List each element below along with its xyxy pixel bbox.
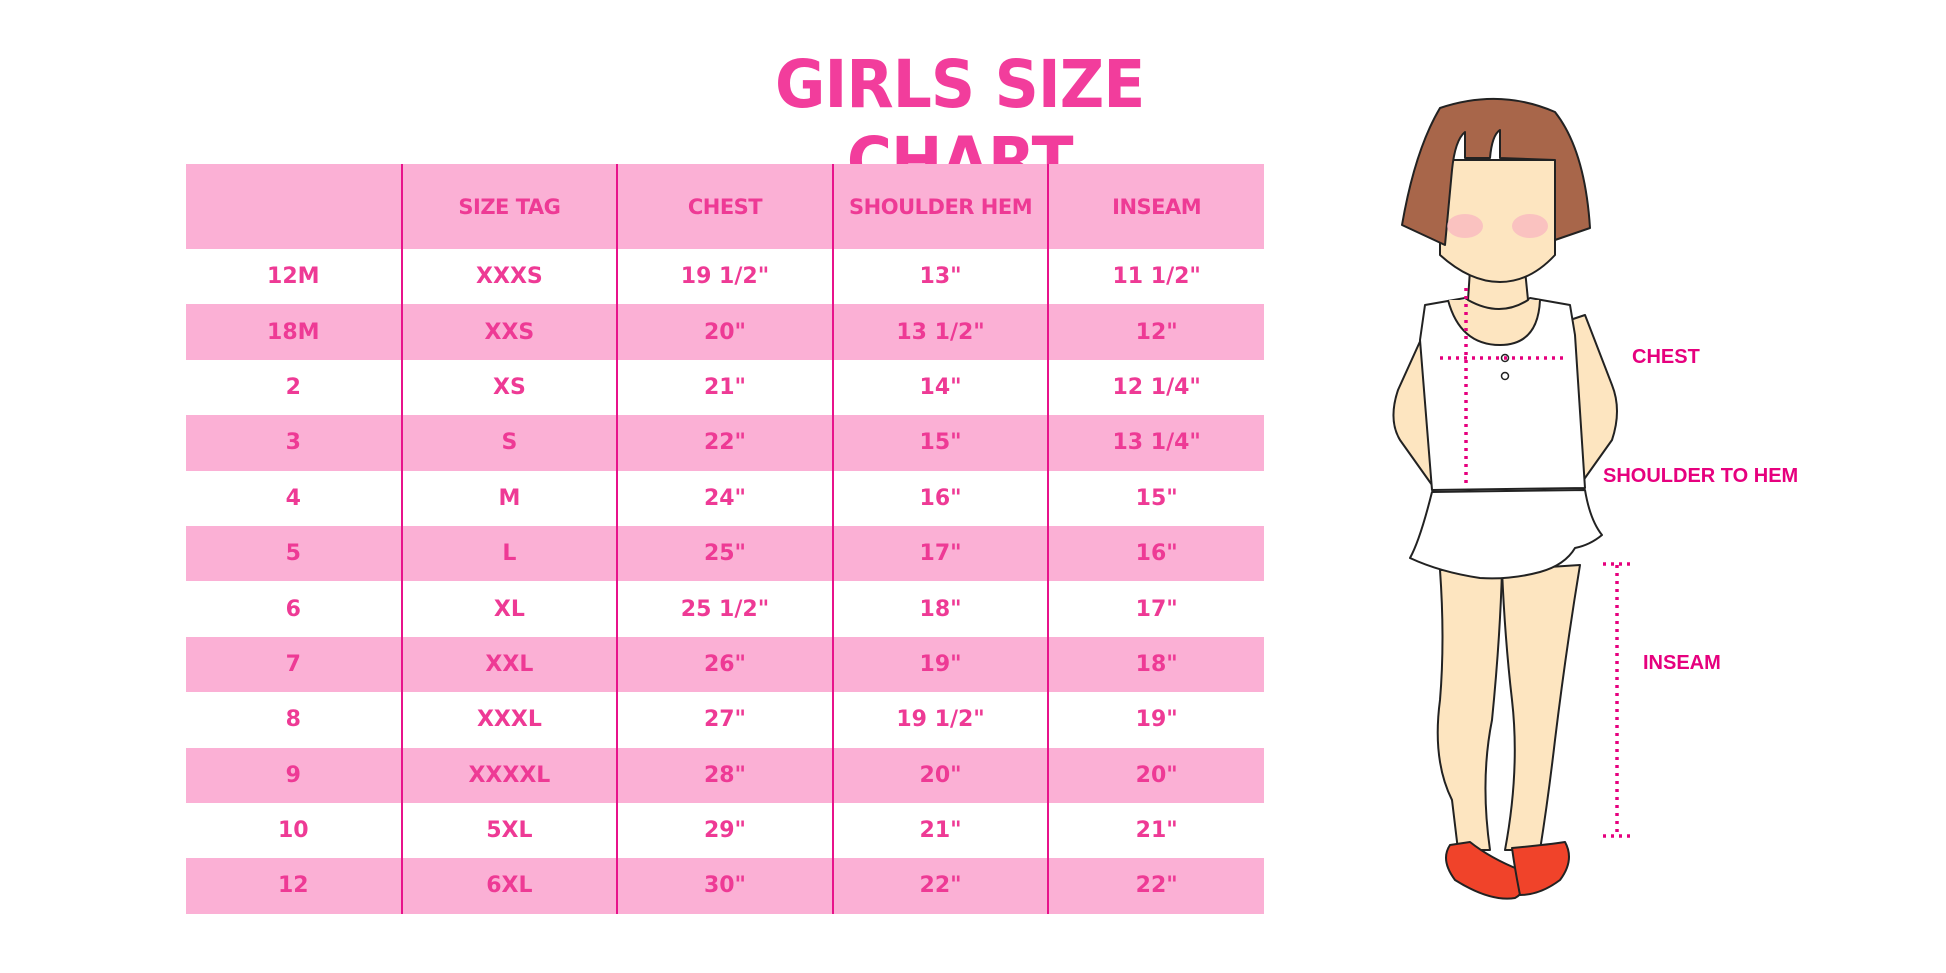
table-cell: 18" — [831, 581, 1049, 637]
table-row: 12 6XL 30" 22" 22" — [186, 858, 1264, 914]
left-cheek — [1447, 214, 1483, 238]
table-cell: 13 1/2" — [831, 304, 1049, 360]
table-cell: XXL — [400, 636, 618, 693]
table-cell: 6XL — [400, 858, 618, 914]
face — [1439, 159, 1556, 283]
table-cell: 9 — [186, 747, 402, 803]
table-cell: 25" — [616, 525, 833, 582]
table-cell: 21" — [616, 359, 833, 416]
table-cell: L — [400, 525, 618, 582]
column-header: INSEAM — [1047, 164, 1264, 249]
table-cell: 28" — [616, 747, 833, 803]
table-row: 4 M 24" 16" 15" — [186, 470, 1264, 526]
table-cell: 19" — [1047, 692, 1264, 748]
table-cell: 3 — [186, 415, 402, 471]
table-cell: 30" — [616, 858, 833, 914]
column-header: SIZE TAG — [400, 164, 618, 249]
inseam-label: INSEAM — [1643, 652, 1721, 674]
page-title: GIRLS SIZE CHART — [775, 46, 1145, 200]
table-cell: 15" — [831, 415, 1049, 471]
table-cell: 15" — [1047, 470, 1264, 526]
chest-label: CHEST — [1632, 346, 1700, 368]
table-cell: 2 — [285, 374, 301, 400]
table-row: 9 XXXXL 28" 20" 20" — [186, 747, 1264, 803]
column-header: SHOULDER HEM — [831, 164, 1049, 249]
table-cell: 20" — [831, 747, 1049, 803]
table-cell: 19 1/2" — [831, 692, 1049, 748]
table-row: 3 S 22" 15" 13 1/4" — [186, 415, 1264, 471]
table-cell: 5 — [186, 525, 402, 582]
table-cell: 22" — [1047, 858, 1264, 914]
shoulder-to-hem-label: SHOULDER TO HEM — [1603, 465, 1799, 487]
table-cell: 20" — [1047, 747, 1264, 803]
table-cell: XL — [400, 581, 618, 637]
table-cell: XS — [400, 359, 618, 416]
table-cell: XXXS — [400, 249, 618, 305]
table-cell: 17" — [831, 525, 1049, 582]
hair — [1401, 97, 1591, 246]
table-cell: 16" — [1047, 525, 1264, 582]
right-cheek — [1512, 214, 1548, 238]
table-cell: 13 1/4" — [1047, 415, 1264, 471]
table-cell: 12M — [267, 264, 320, 290]
table-cell: 29" — [616, 802, 833, 859]
table-cell: 11 1/2" — [1047, 249, 1264, 305]
table-cell: 16" — [831, 470, 1049, 526]
button — [1500, 371, 1510, 381]
table-cell: 7 — [186, 636, 402, 693]
table-cell: 12 1/4" — [1047, 359, 1264, 416]
table-cell: 25 1/2" — [616, 581, 833, 637]
column-header — [186, 164, 402, 249]
table-cell: 22" — [616, 415, 833, 471]
table-cell: 22" — [831, 858, 1049, 914]
table-cell: 21" — [1047, 802, 1264, 859]
table-cell: 19" — [831, 636, 1049, 693]
table-cell: 5XL — [400, 802, 618, 859]
table-cell: 8 — [285, 707, 301, 733]
right-leg — [1501, 564, 1581, 851]
table-row: 12M XXXS 19 1/2" 13" 11 1/2" — [186, 249, 1264, 305]
table-cell: 26" — [616, 636, 833, 693]
table-cell: 27" — [616, 692, 833, 748]
table-row: 8 XXXL 27" 19 1/2" 19" — [186, 692, 1264, 748]
table-row: 10 5XL 29" 21" 21" — [186, 802, 1264, 859]
table-cell: 20" — [616, 304, 833, 360]
table-row: 6 XL 25 1/2" 18" 17" — [186, 581, 1264, 637]
table-cell: XXXL — [400, 692, 618, 748]
table-cell: M — [400, 470, 618, 526]
table-cell: 4 — [285, 485, 301, 511]
table-cell: 19 1/2" — [616, 249, 833, 305]
skirt-ruffle — [1409, 489, 1603, 580]
table-cell: XXS — [400, 304, 618, 360]
table-cell: 21" — [831, 802, 1049, 859]
table-cell: 12 — [186, 858, 402, 914]
neckline — [1447, 299, 1541, 346]
table-row: 2 XS 21" 14" 12 1/4" — [186, 359, 1264, 416]
table-cell: 12" — [1047, 304, 1264, 360]
left-leg — [1436, 569, 1503, 851]
table-cell: XXXXL — [400, 747, 618, 803]
table-cell: 24" — [616, 470, 833, 526]
table-cell: 14" — [831, 359, 1049, 416]
table-cell: 6 — [285, 596, 301, 622]
table-cell: 17" — [1047, 581, 1264, 637]
table-cell: 18M — [186, 304, 402, 360]
column-header: CHEST — [616, 164, 833, 249]
left-shoe — [1445, 841, 1525, 900]
table-cell: 18" — [1047, 636, 1264, 693]
button — [1500, 353, 1510, 363]
table-row: 5 L 25" 17" 16" — [186, 525, 1264, 582]
table-cell: 13" — [831, 249, 1049, 305]
size-chart-table: SIZE TAG CHEST SHOULDER HEM INSEAM 12M XXXS 1… — [186, 164, 1264, 914]
table-row: 18M XXS 20" 13 1/2" 12" — [186, 304, 1264, 360]
right-shoe — [1511, 841, 1570, 896]
table-cell: 10 — [277, 818, 309, 844]
table-row: 7 XXL 26" 19" 18" — [186, 636, 1264, 693]
table-header-row: SIZE TAG CHEST SHOULDER HEM INSEAM — [186, 164, 1264, 249]
table-cell: S — [400, 415, 618, 471]
